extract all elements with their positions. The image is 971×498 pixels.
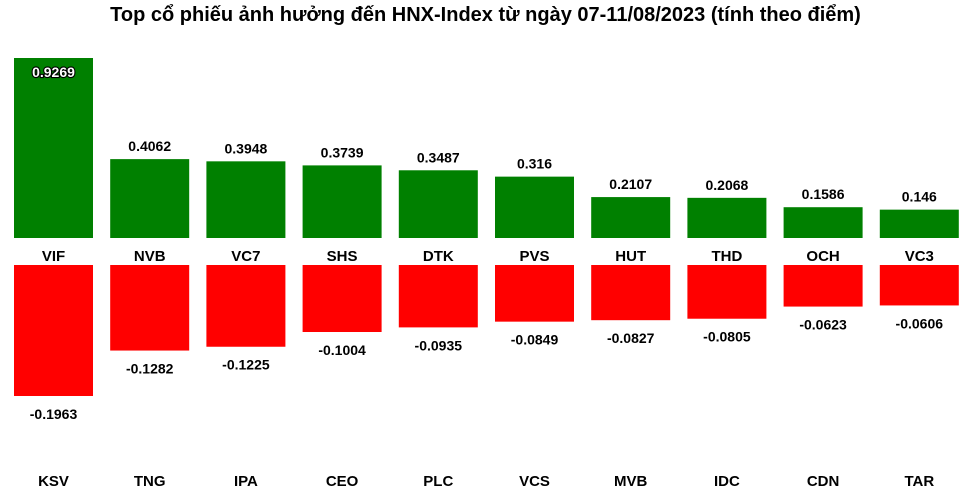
value-label-shs: 0.3739 <box>321 144 364 160</box>
bar-mvb <box>591 265 671 321</box>
value-label-idc: -0.0805 <box>703 329 751 345</box>
negative-category-labels: KSV TNG IPA CEO PLC VCS MVB IDC CDN TAR <box>38 473 934 490</box>
chart-title: Top cổ phiếu ảnh hưởng đến HNX-Index từ … <box>110 4 861 26</box>
category-label-vc3: VC3 <box>905 248 934 265</box>
bar-cdn <box>783 265 863 307</box>
bar-nvb <box>110 159 190 238</box>
value-label-ksv: -0.1963 <box>30 406 78 422</box>
bar-idc <box>687 265 767 319</box>
bar-vcs <box>495 265 574 322</box>
value-label-tar: -0.0606 <box>896 315 944 331</box>
category-label-pvs: PVS <box>519 248 549 265</box>
category-label-vif: VIF <box>42 248 65 265</box>
category-label-ipa: IPA <box>234 473 258 490</box>
bar-tng <box>110 265 190 351</box>
category-label-thd: THD <box>711 248 742 265</box>
value-label-ceo: -0.1004 <box>318 342 366 358</box>
value-label-pvs: 0.316 <box>517 156 552 172</box>
value-label-vc3: 0.146 <box>902 189 937 205</box>
bar-vif <box>14 58 93 238</box>
category-label-nvb: NVB <box>134 248 166 265</box>
bar-tar <box>879 265 959 306</box>
value-label-thd: 0.2068 <box>705 177 748 193</box>
category-label-mvb: MVB <box>614 473 648 490</box>
value-label-hut: 0.2107 <box>609 176 652 192</box>
category-label-cdn: CDN <box>807 473 840 490</box>
category-label-tng: TNG <box>134 473 166 490</box>
value-label-tng: -0.1282 <box>126 361 174 377</box>
value-label-vc7: 0.3948 <box>224 140 267 156</box>
value-label-mvb: -0.0827 <box>607 330 655 346</box>
bar-vc3 <box>879 209 959 238</box>
category-label-tar: TAR <box>904 473 934 490</box>
category-label-vc7: VC7 <box>231 248 260 265</box>
positive-bars <box>14 58 959 238</box>
bar-vc7 <box>206 161 286 238</box>
negative-bars <box>14 265 959 396</box>
positive-value-labels: 0.9269 0.4062 0.3948 0.3739 0.3487 0.316 0.210… <box>31 63 937 205</box>
bar-shs <box>302 165 382 238</box>
bar-ipa <box>206 265 286 347</box>
category-label-shs: SHS <box>327 248 358 265</box>
value-label-ipa: -0.1225 <box>222 357 270 373</box>
category-label-ceo: CEO <box>326 473 359 490</box>
negative-value-labels: -0.1963 -0.1282 -0.1225 -0.1004 -0.0935 -0.08… <box>30 315 943 422</box>
bar-hut <box>591 197 671 238</box>
bar-plc <box>398 265 478 328</box>
category-label-hut: HUT <box>615 248 646 265</box>
category-label-vcs: VCS <box>519 473 550 490</box>
bar-pvs <box>495 176 574 238</box>
category-label-och: OCH <box>806 248 839 265</box>
value-label-dtk: 0.3487 <box>417 149 460 165</box>
value-label-och: 0.1586 <box>802 186 845 202</box>
bar-och <box>783 207 863 238</box>
category-label-dtk: DTK <box>423 248 454 265</box>
category-label-plc: PLC <box>423 473 453 490</box>
value-label-vcs: -0.0849 <box>511 332 559 348</box>
bar-ksv <box>14 265 93 396</box>
category-label-idc: IDC <box>714 473 740 490</box>
value-label-cdn: -0.0623 <box>799 317 847 333</box>
bar-dtk <box>398 170 478 238</box>
bar-ceo <box>302 265 382 333</box>
value-label-vif: 0.9269 <box>32 64 75 80</box>
bar-thd <box>687 197 767 238</box>
value-label-nvb: 0.4062 <box>128 138 171 154</box>
value-label-plc: -0.0935 <box>415 337 463 353</box>
category-label-ksv: KSV <box>38 473 69 490</box>
positive-category-labels: VIF NVB VC7 SHS DTK PVS HUT THD OCH VC3 <box>42 248 934 265</box>
